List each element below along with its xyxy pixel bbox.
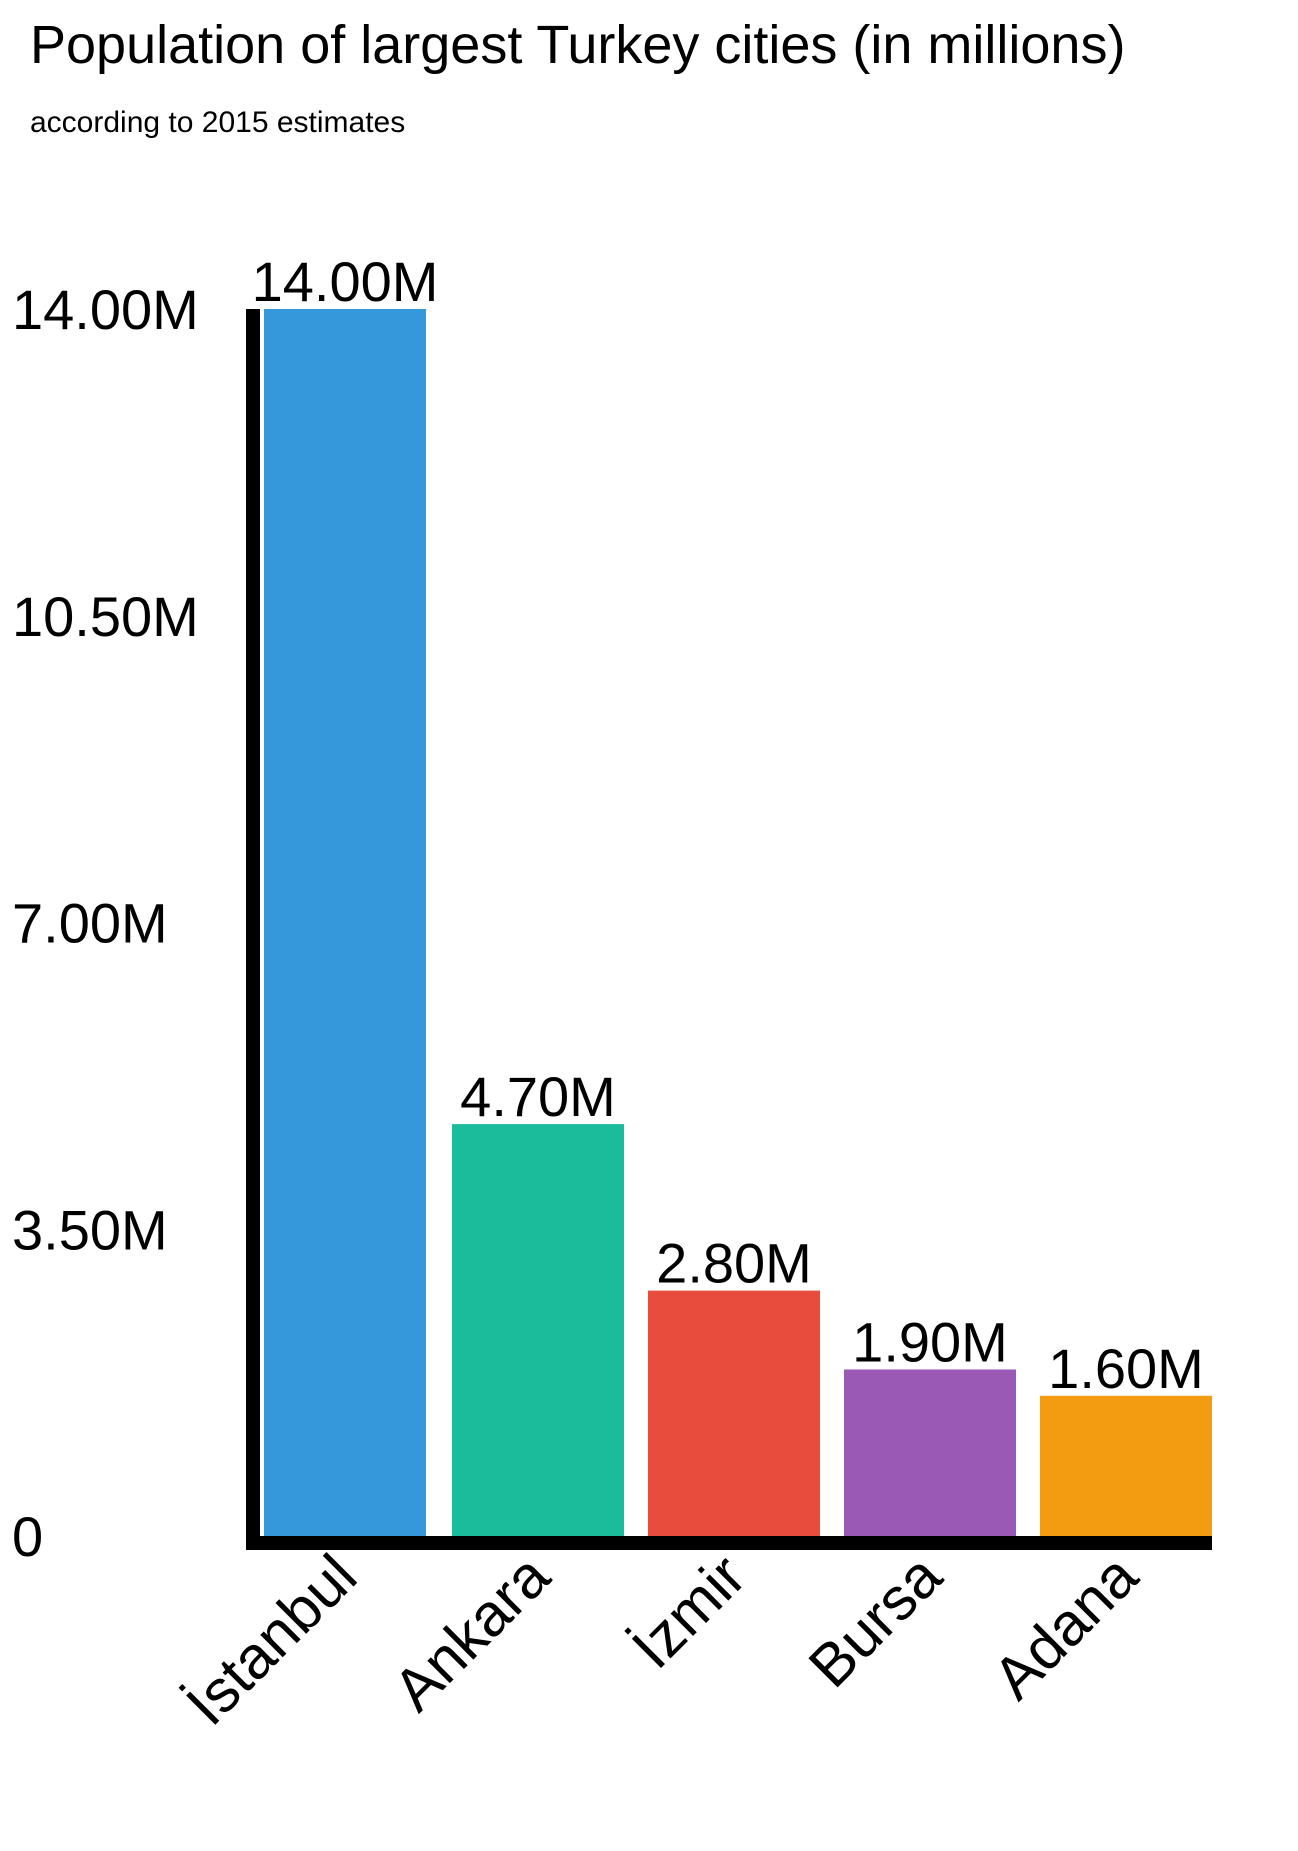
x-ticks-group: İstanbul Ankara İzmir Bursa Adana — [173, 1541, 1150, 1737]
bar-3 — [844, 1369, 1016, 1536]
y-axis-line — [246, 309, 260, 1550]
y-tick-label-0: 0 — [12, 1505, 43, 1568]
y-tick-label-1: 3.50M — [12, 1198, 168, 1261]
category-label-0: İstanbul — [173, 1542, 369, 1738]
value-label-3: 1.90M — [852, 1310, 1008, 1373]
y-ticks-group: 0 3.50M 7.00M 10.50M 14.00M — [12, 278, 199, 1568]
y-tick-label-3: 10.50M — [12, 585, 199, 648]
value-label-4: 1.60M — [1048, 1337, 1204, 1400]
bar-2 — [648, 1290, 820, 1536]
value-label-2: 2.80M — [656, 1232, 812, 1295]
value-label-1: 4.70M — [460, 1065, 616, 1128]
value-label-0: 14.00M — [252, 250, 439, 313]
category-label-4: Adana — [980, 1541, 1151, 1712]
y-tick-label-4: 14.00M — [12, 278, 199, 341]
category-label-3: Bursa — [796, 1541, 955, 1700]
x-axis-line — [246, 1536, 1212, 1550]
category-label-2: İzmir — [619, 1542, 758, 1681]
value-labels-group: 14.00M 4.70M 2.80M 1.90M 1.60M — [252, 250, 1204, 1400]
bars-group — [264, 309, 1212, 1536]
bar-0 — [264, 309, 426, 1536]
category-label-1: Ankara — [380, 1541, 562, 1723]
bar-1 — [452, 1124, 624, 1536]
y-tick-label-2: 7.00M — [12, 892, 168, 955]
chart-subtitle: according to 2015 estimates — [30, 106, 406, 139]
chart-title: Population of largest Turkey cities (in … — [30, 15, 1126, 75]
bar-4 — [1040, 1395, 1212, 1536]
